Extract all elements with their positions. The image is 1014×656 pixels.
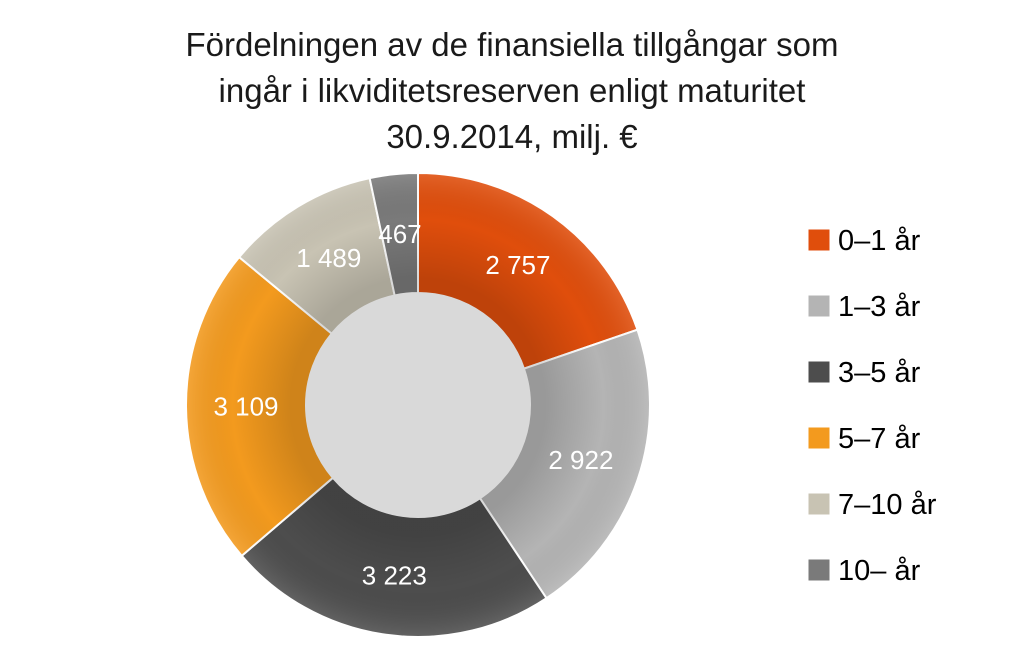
- legend-swatch-5-7-r: [807, 426, 831, 450]
- legend-label-5-7-r: 5–7 år: [838, 423, 921, 455]
- chart-title-line-3: 30.9.2014, milj. €: [386, 118, 638, 155]
- legend-swatch-7-10-r: [807, 492, 831, 516]
- chart-title: Fördelningen av de finansiella tillgånga…: [0, 22, 1014, 160]
- legend-swatch-0-1-r: [807, 228, 831, 252]
- slice-value-label-0-1-r: 2 757: [485, 250, 550, 280]
- legend-label-10-r: 10– år: [838, 555, 921, 587]
- slice-value-label-1-3-r: 2 922: [548, 445, 613, 475]
- legend-swatch-1-3-r: [807, 294, 831, 318]
- legend: 0–1 år 1–3 år 3–5 år 5–7 år 7–10 år 10– år: [807, 225, 937, 587]
- chart-title-line-1: Fördelningen av de finansiella tillgånga…: [185, 26, 839, 63]
- slice-value-label-3-5-r: 3 223: [362, 560, 427, 590]
- slice-value-label-7-10-r: 1 489: [296, 243, 361, 273]
- chart-title-line-2: ingår i likviditetsreserven enligt matur…: [218, 72, 806, 109]
- legend-label-1-3-r: 1–3 år: [838, 291, 921, 323]
- legend-swatch-3-5-r: [807, 360, 831, 384]
- slice-value-label-10-r: 467: [378, 219, 421, 249]
- legend-swatch-10-r: [807, 558, 831, 582]
- slice-labels: 2 757 2 922 3 223 3 109 1 489 467: [213, 219, 613, 590]
- slice-value-label-5-7-r: 3 109: [213, 391, 278, 421]
- legend-label-7-10-r: 7–10 år: [838, 489, 937, 521]
- legend-label-3-5-r: 3–5 år: [838, 357, 921, 389]
- legend-label-0-1-r: 0–1 år: [838, 225, 921, 257]
